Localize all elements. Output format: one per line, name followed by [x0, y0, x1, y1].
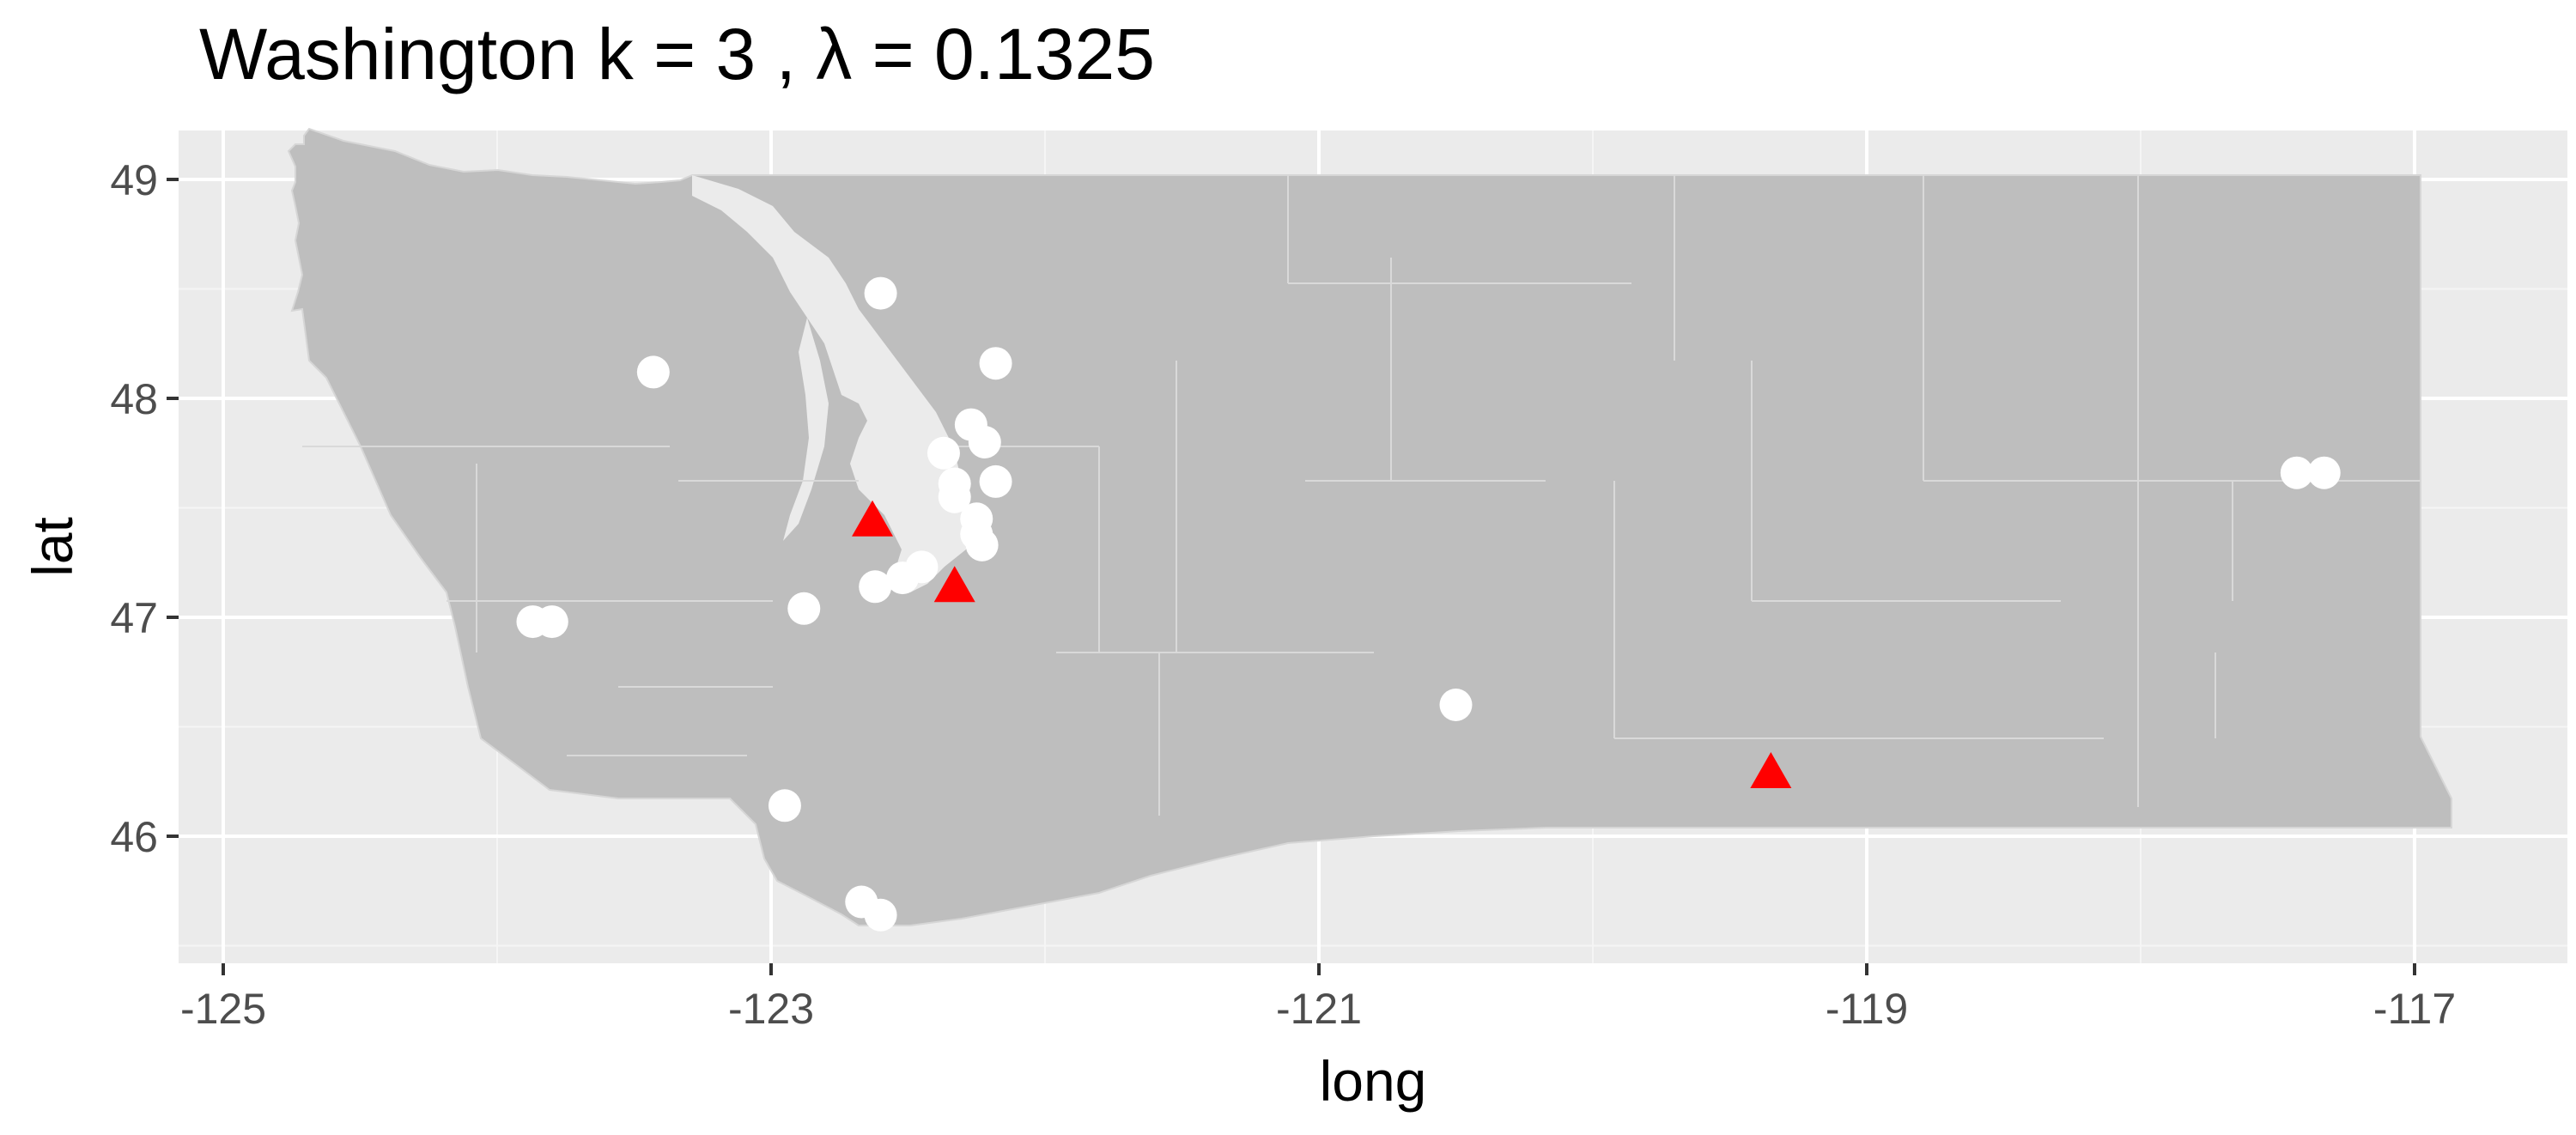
- washington-state-map: [287, 127, 2452, 926]
- circle-point: [636, 355, 670, 389]
- county-boundaries: [302, 175, 2421, 816]
- triangle-point: [852, 500, 894, 537]
- triangle-point: [1750, 752, 1792, 789]
- circle-point: [965, 528, 999, 561]
- circle-point: [979, 464, 1012, 498]
- x-tick-label: -125: [180, 985, 266, 1033]
- circle-point: [886, 561, 920, 595]
- circle-point: [968, 426, 1001, 458]
- x-tick-label: -119: [1826, 985, 1908, 1033]
- y-tick-label: 46: [110, 813, 158, 861]
- y-axis: 46 47 48 49: [110, 156, 179, 861]
- y-tick-label: 47: [110, 594, 158, 642]
- y-tick-label: 48: [110, 375, 158, 423]
- circle-point: [787, 592, 821, 625]
- chart-title: Washington k = 3 , λ = 0.1325: [199, 14, 1155, 94]
- circle-point: [927, 436, 960, 470]
- circle-point: [979, 347, 1012, 380]
- x-axis-title: long: [1320, 1049, 1427, 1113]
- circle-point: [2307, 456, 2341, 489]
- x-tick-label: -123: [728, 985, 814, 1033]
- x-axis: -125 -123 -121 -119 -117: [180, 963, 2456, 1033]
- circle-point: [1439, 689, 1473, 721]
- circle-point: [535, 605, 568, 639]
- circle-point: [938, 480, 971, 513]
- triangle-point: [933, 566, 975, 603]
- y-axis-title: lat: [21, 517, 84, 577]
- circle-point: [864, 276, 897, 310]
- circle-point: [768, 789, 801, 822]
- x-tick-label: -117: [2373, 985, 2456, 1033]
- y-tick-label: 49: [110, 156, 158, 204]
- hood-canal: [783, 318, 829, 541]
- circle-point: [2280, 456, 2313, 489]
- puget-sound: [692, 175, 972, 592]
- x-tick-label: -121: [1276, 985, 1362, 1033]
- circle-point: [864, 898, 897, 932]
- points-layer: [516, 276, 2341, 932]
- circle-point: [859, 570, 892, 604]
